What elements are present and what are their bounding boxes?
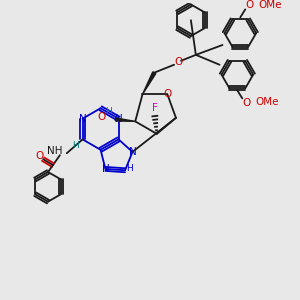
Text: OMe: OMe — [258, 0, 282, 11]
Polygon shape — [142, 72, 156, 94]
Text: N: N — [79, 114, 86, 124]
Polygon shape — [115, 118, 135, 122]
Text: H: H — [126, 164, 132, 173]
Text: H: H — [105, 107, 112, 116]
Text: O: O — [98, 112, 106, 122]
Text: O: O — [174, 57, 182, 67]
Text: H: H — [72, 141, 79, 150]
Text: N: N — [101, 164, 109, 174]
Text: F: F — [152, 103, 158, 113]
Text: O: O — [163, 89, 172, 99]
Text: O: O — [245, 0, 253, 11]
Text: O: O — [242, 98, 250, 108]
Text: N: N — [115, 114, 122, 124]
Text: N: N — [129, 147, 136, 157]
Text: O: O — [35, 151, 43, 161]
Text: NH: NH — [47, 146, 63, 156]
Text: OMe: OMe — [255, 97, 279, 107]
